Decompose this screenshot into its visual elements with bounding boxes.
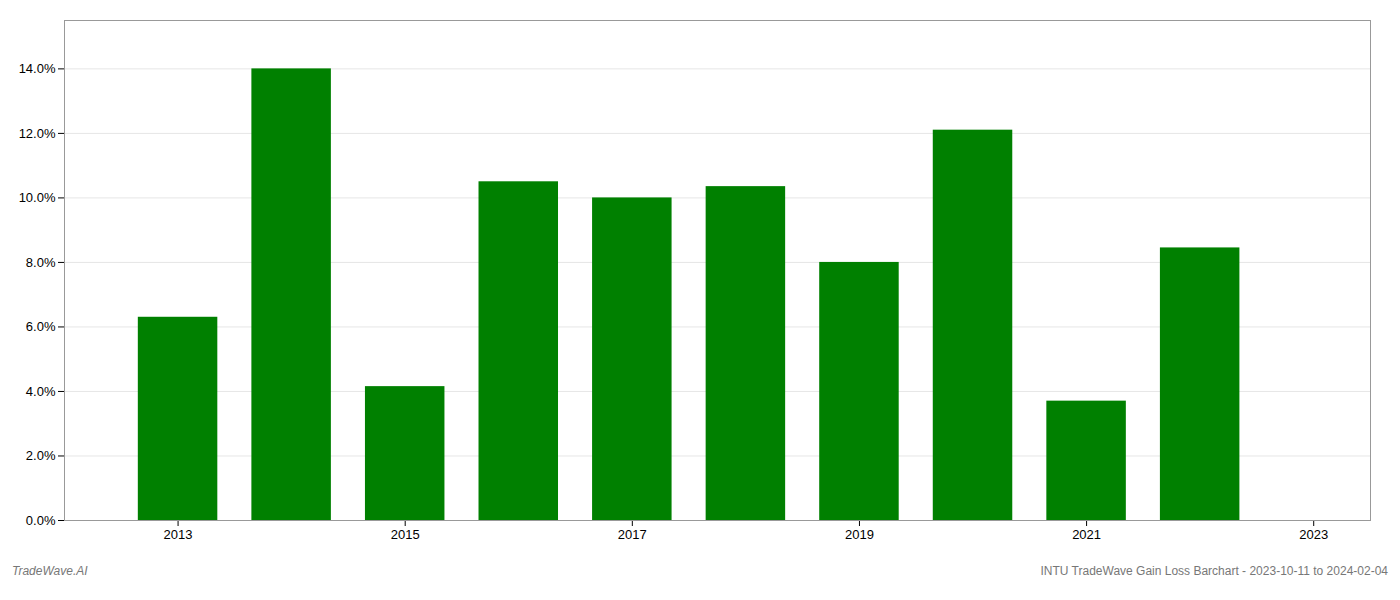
svg-text:2023: 2023	[1299, 527, 1328, 542]
svg-text:4.0%: 4.0%	[26, 384, 56, 399]
svg-text:2019: 2019	[845, 527, 874, 542]
svg-text:8.0%: 8.0%	[26, 255, 56, 270]
svg-text:2013: 2013	[164, 527, 193, 542]
svg-text:2017: 2017	[618, 527, 647, 542]
svg-text:0.0%: 0.0%	[26, 513, 56, 528]
svg-text:2.0%: 2.0%	[26, 448, 56, 463]
html-text:TradeWave.AI: TradeWave.AI	[12, 564, 88, 578]
html-text:INTU TradeWave Gain Loss Barch: INTU TradeWave Gain Loss Barchart - 2023…	[1040, 564, 1388, 578]
svg-text:6.0%: 6.0%	[26, 319, 56, 334]
svg-text:2021: 2021	[1072, 527, 1101, 542]
svg-text:14.0%: 14.0%	[19, 61, 56, 76]
svg-text:2015: 2015	[391, 527, 420, 542]
svg-text:12.0%: 12.0%	[19, 126, 56, 141]
svg-text:10.0%: 10.0%	[19, 190, 56, 205]
